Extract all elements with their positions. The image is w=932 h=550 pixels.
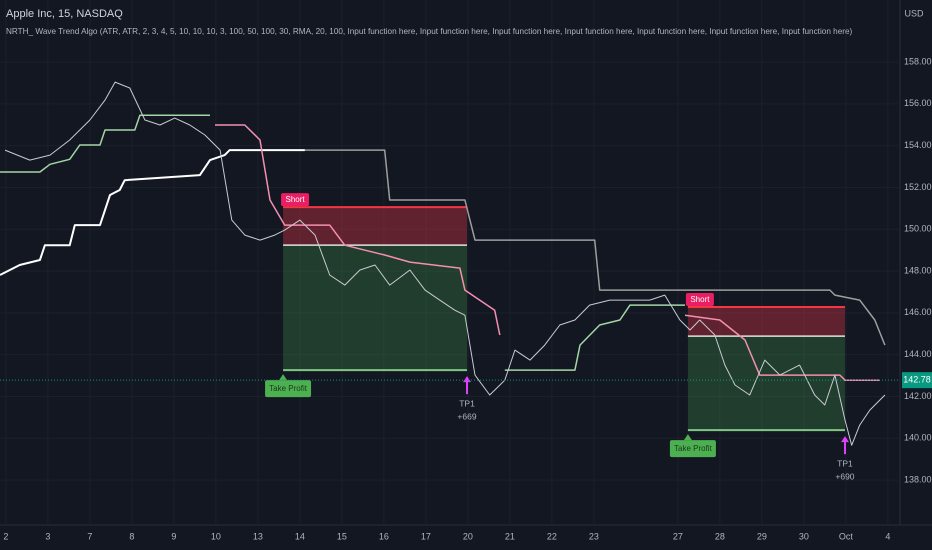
signal-label: Short bbox=[285, 195, 305, 204]
x-tick-label: 28 bbox=[715, 531, 725, 541]
series-line bbox=[304, 149, 886, 346]
x-tick-label: 21 bbox=[505, 531, 515, 541]
x-tick-label: 16 bbox=[379, 531, 389, 541]
take-profit-box bbox=[265, 380, 312, 398]
series-line bbox=[215, 124, 880, 381]
y-tick-label: 146.00 bbox=[904, 307, 932, 317]
stop-zone bbox=[283, 207, 468, 246]
y-tick-label: 156.00 bbox=[904, 98, 932, 108]
series-line bbox=[0, 149, 305, 276]
x-tick-label: 3 bbox=[45, 531, 50, 541]
exit-label: TP1 bbox=[837, 458, 853, 468]
last-price-label: 142.78 bbox=[903, 375, 931, 385]
x-tick-label: 27 bbox=[673, 531, 683, 541]
pnl-label: +690 bbox=[835, 471, 854, 481]
take-profit-pointer bbox=[683, 434, 692, 441]
currency: USD bbox=[904, 8, 924, 18]
x-tick-label: 30 bbox=[799, 531, 809, 541]
y-tick-label: 140.00 bbox=[904, 433, 932, 443]
y-tick-label: 150.00 bbox=[904, 224, 932, 234]
take-profit-label: Take Profit bbox=[674, 444, 713, 453]
signal-label-box bbox=[685, 293, 714, 307]
take-profit-pointer bbox=[279, 374, 288, 381]
indicator-label: NRTH_ Wave Trend Algo (ATR, ATR, 2, 3, 4… bbox=[6, 27, 853, 36]
series-line bbox=[0, 114, 685, 371]
y-tick-label: 148.00 bbox=[904, 265, 932, 275]
series-line bbox=[4, 81, 886, 446]
x-tick-label: 17 bbox=[421, 531, 431, 541]
x-tick-label: 23 bbox=[589, 531, 599, 541]
x-tick-label: 9 bbox=[171, 531, 176, 541]
y-tick-label: 144.00 bbox=[904, 349, 932, 359]
take-profit-box bbox=[669, 440, 716, 458]
y-tick-label: 142.00 bbox=[904, 391, 932, 401]
x-tick-label: 13 bbox=[253, 531, 263, 541]
chart-title: Apple Inc, 15, NASDAQ bbox=[6, 8, 123, 20]
x-tick-label: 20 bbox=[463, 531, 473, 541]
profit-zone bbox=[283, 245, 468, 371]
y-tick-label: 138.00 bbox=[904, 474, 932, 484]
x-tick-label: 22 bbox=[547, 531, 557, 541]
signal-label-box bbox=[281, 193, 310, 207]
x-tick-label: 8 bbox=[129, 531, 134, 541]
exit-arrow bbox=[840, 436, 849, 455]
stop-zone bbox=[687, 307, 845, 337]
plot: Short Take Profit TP1 +669 Short Take Profit T… bbox=[0, 81, 900, 482]
x-tick-label: 2 bbox=[3, 531, 8, 541]
x-tick-label: 4 bbox=[885, 531, 890, 541]
y-tick-label: 154.00 bbox=[904, 140, 932, 150]
take-profit-label: Take Profit bbox=[269, 384, 308, 393]
x-tick-label: 29 bbox=[757, 531, 767, 541]
x-tick-label: 15 bbox=[337, 531, 347, 541]
profit-zone bbox=[687, 336, 845, 431]
x-tick-label: 14 bbox=[295, 531, 305, 541]
last-price-box bbox=[902, 372, 932, 389]
y-tick-label: 158.00 bbox=[904, 56, 932, 66]
x-tick-label: 7 bbox=[87, 531, 92, 541]
signal-label: Short bbox=[690, 295, 710, 304]
x-tick-label: Oct bbox=[839, 531, 854, 541]
y-tick-label: 152.00 bbox=[904, 182, 932, 192]
exit-label: TP1 bbox=[459, 398, 475, 408]
pnl-label: +669 bbox=[457, 411, 476, 421]
x-tick-label: 10 bbox=[211, 531, 221, 541]
